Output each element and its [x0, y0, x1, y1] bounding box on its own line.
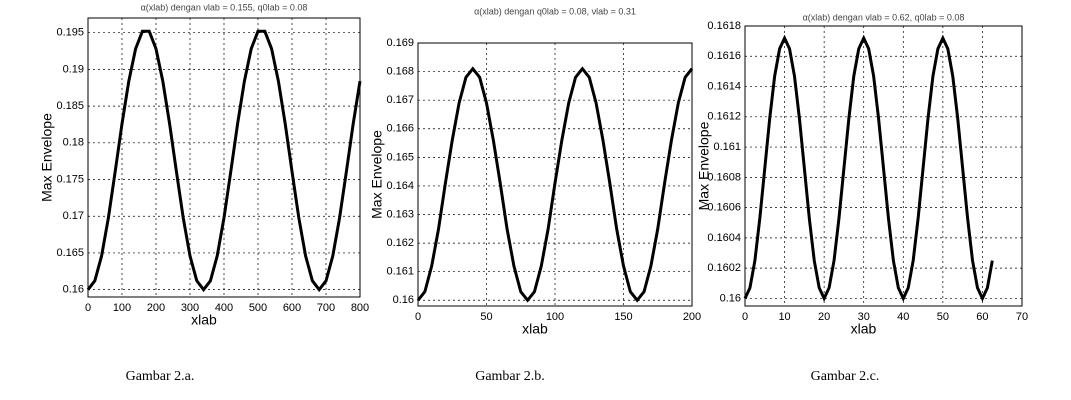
x-tick-label: 800 [351, 302, 369, 314]
y-tick-label: 0.1618 [707, 20, 741, 32]
y-tick-label: 0.163 [386, 208, 414, 220]
y-tick-label: 0.1606 [707, 202, 741, 214]
x-axis-label: xlab [191, 312, 217, 328]
x-tick-label: 30 [858, 311, 870, 323]
x-tick-label: 60 [976, 311, 988, 323]
caption: Gambar 2.c. [811, 369, 880, 384]
x-tick-label: 50 [480, 311, 492, 323]
y-tick-label: 0.161 [713, 141, 741, 153]
y-tick-label: 0.161 [386, 266, 414, 278]
x-tick-label: 200 [683, 311, 701, 323]
y-tick-label: 0.162 [386, 237, 414, 249]
chart-title: α(xlab) dengan νlab = 0.155, q0lab = 0.0… [141, 2, 308, 12]
x-axis-label: xlab [522, 321, 548, 337]
y-tick-label: 0.185 [56, 100, 84, 112]
x-tick-label: 0 [742, 311, 748, 323]
y-axis-label: Max Envelope [369, 130, 385, 219]
data-line [416, 66, 694, 303]
data-line [86, 29, 362, 293]
y-tick-label: 0.1602 [707, 262, 741, 274]
y-tick-label: 0.1616 [707, 50, 741, 62]
x-tick-label: 70 [1016, 311, 1028, 323]
x-tick-label: 10 [778, 311, 790, 323]
x-tick-label: 50 [937, 311, 949, 323]
y-tick-label: 0.166 [386, 123, 414, 135]
x-axis-label: xlab [851, 321, 877, 337]
x-tick-label: 500 [249, 302, 267, 314]
y-tick-label: 0.16 [63, 284, 84, 296]
y-tick-label: 0.16 [720, 292, 741, 304]
x-tick-label: 0 [415, 311, 421, 323]
y-tick-label: 0.165 [56, 247, 84, 259]
x-tick-label: 400 [215, 302, 233, 314]
y-tick-label: 0.168 [386, 65, 414, 77]
caption: Gambar 2.b. [475, 369, 545, 384]
y-tick-label: 0.1614 [707, 80, 741, 92]
x-tick-label: 150 [614, 311, 632, 323]
y-tick-label: 0.195 [56, 27, 84, 39]
chart-title: α(xlab) dengan q0lab = 0.08, νlab = 0.31 [474, 6, 636, 16]
x-tick-label: 300 [181, 302, 199, 314]
y-axis-label: Max Envelope [696, 121, 712, 210]
y-tick-label: 0.1612 [707, 111, 741, 123]
y-tick-label: 0.164 [386, 180, 414, 192]
data-line [743, 34, 994, 302]
caption: Gambar 2.a. [126, 369, 195, 384]
x-tick-label: 200 [147, 302, 165, 314]
y-tick-label: 0.165 [386, 151, 414, 163]
y-tick-label: 0.167 [386, 94, 414, 106]
x-tick-label: 20 [818, 311, 830, 323]
y-tick-label: 0.16 [393, 294, 414, 306]
y-tick-label: 0.17 [63, 210, 84, 222]
y-tick-label: 0.1604 [707, 232, 741, 244]
y-tick-label: 0.169 [386, 37, 414, 49]
y-tick-label: 0.175 [56, 173, 84, 185]
chart-title: α(xlab) dengan νlab = 0.62, q0lab = 0.08 [803, 12, 965, 22]
x-tick-label: 40 [897, 311, 909, 323]
y-tick-label: 0.1608 [707, 171, 741, 183]
x-tick-label: 0 [85, 302, 91, 314]
x-tick-label: 100 [113, 302, 131, 314]
y-axis-label: Max Envelope [39, 113, 55, 202]
y-tick-label: 0.18 [63, 137, 84, 149]
x-tick-label: 600 [283, 302, 301, 314]
y-tick-label: 0.19 [63, 63, 84, 75]
x-tick-label: 700 [317, 302, 335, 314]
x-tick-label: 100 [546, 311, 564, 323]
